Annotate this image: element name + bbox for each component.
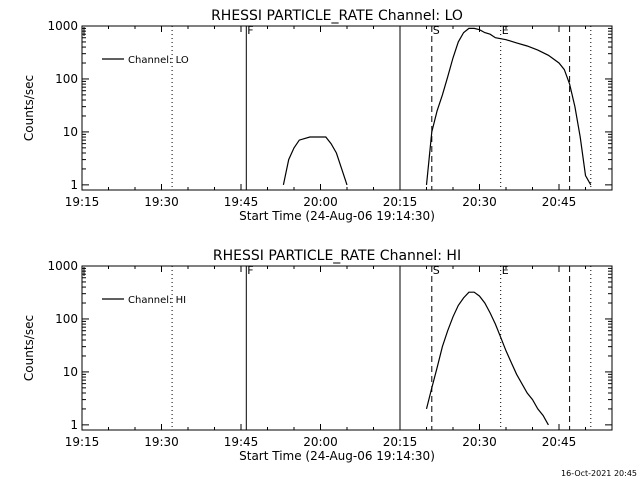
chart-panel-hi: RHESSI PARTICLE_RATE Channel: HI 19:15 19:… (22, 248, 613, 463)
y-tick-label: 10 (63, 365, 78, 379)
y-tick-label: 1000 (47, 19, 78, 33)
footer-timestamp: 16-Oct-2021 20:45 (561, 469, 637, 478)
x-tick-label: 20:15 (383, 435, 418, 449)
x-tick-label: 20:45 (542, 435, 577, 449)
flag-label: E (502, 24, 509, 37)
flag-label: S (433, 24, 440, 37)
x-tick-label: 20:30 (462, 435, 497, 449)
chart-title: RHESSI PARTICLE_RATE Channel: LO (211, 8, 463, 24)
legend-label: Channel: LO (128, 55, 189, 66)
flag-label: F (247, 24, 253, 37)
x-tick-label: 19:15 (65, 435, 100, 449)
y-tick-label: 1000 (47, 259, 78, 273)
x-axis-label: Start Time (24-Aug-06 19:14:30) (239, 449, 435, 463)
y-tick-label: 1 (70, 418, 78, 432)
x-tick-label: 19:30 (144, 435, 179, 449)
x-tick-label: 20:15 (383, 195, 418, 209)
y-axis-label: Counts/sec (22, 75, 36, 141)
x-tick-label: 20:00 (303, 195, 338, 209)
x-tick-label: 19:45 (224, 435, 259, 449)
x-axis-label: Start Time (24-Aug-06 19:14:30) (239, 209, 435, 223)
x-tick-label: 19:30 (144, 195, 179, 209)
x-tick-label: 20:30 (462, 195, 497, 209)
plot-frame (81, 265, 613, 431)
y-tick-label: 1 (70, 178, 78, 192)
x-tick-label: 20:45 (542, 195, 577, 209)
plot-frame (81, 25, 613, 191)
x-tick-label: 20:00 (303, 435, 338, 449)
flag-label: F (247, 264, 253, 277)
chart-title: RHESSI PARTICLE_RATE Channel: HI (213, 248, 461, 264)
y-tick-label: 100 (55, 312, 78, 326)
legend-label: Channel: HI (128, 295, 186, 306)
series-line (282, 136, 348, 186)
y-tick-label: 10 (63, 125, 78, 139)
series-line (425, 291, 549, 426)
x-tick-label: 19:15 (65, 195, 100, 209)
flag-label: E (502, 264, 509, 277)
flag-label: S (433, 264, 440, 277)
y-axis-label: Counts/sec (22, 315, 36, 381)
chart-panel-lo: RHESSI PARTICLE_RATE Channel: LO 19:15 19:… (22, 8, 613, 223)
y-tick-label: 100 (55, 72, 78, 86)
x-tick-label: 19:45 (224, 195, 259, 209)
series-line (425, 27, 592, 186)
